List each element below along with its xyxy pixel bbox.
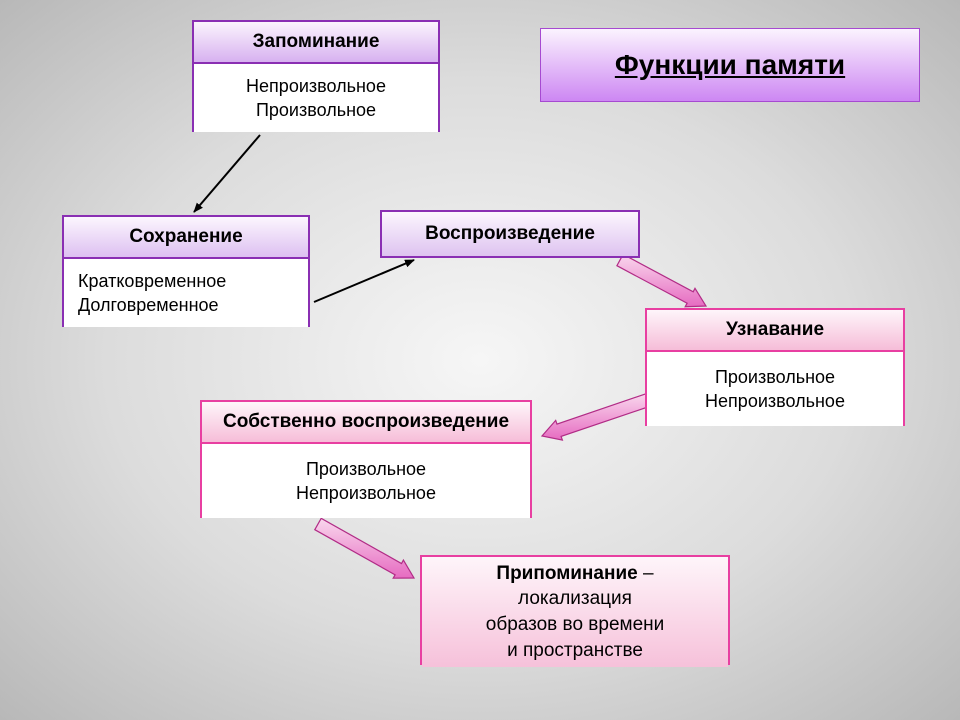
node-sobstvenno-header: Собственно воспроизведение	[202, 402, 530, 444]
node-sohranenie: СохранениеКратковременноеДолговременное	[62, 215, 310, 327]
node-pripominanie: Припоминание – локализацияобразов во вре…	[420, 555, 730, 665]
node-sohranenie-header: Сохранение	[64, 217, 308, 259]
node-uznavanie-line: Непроизвольное	[705, 389, 845, 413]
arrow-a5	[315, 518, 414, 578]
node-sobstvenno-line: Непроизвольное	[296, 481, 436, 505]
node-pripominanie-body: Припоминание – локализацияобразов во вре…	[422, 557, 728, 667]
node-uznavanie: УзнаваниеПроизвольноеНепроизвольное	[645, 308, 905, 426]
node-zapominanie-line: Непроизвольное	[246, 74, 386, 98]
node-uznavanie-body: ПроизвольноеНепроизвольное	[647, 352, 903, 426]
node-sohranenie-body: КратковременноеДолговременное	[64, 259, 308, 327]
node-uznavanie-line: Произвольное	[715, 365, 835, 389]
node-vosproizvedenie-header: Воспроизведение	[382, 212, 638, 258]
node-sohranenie-line: Долговременное	[78, 293, 219, 317]
arrow-a4	[542, 394, 650, 440]
title-text: Функции памяти	[615, 49, 845, 81]
node-zapominanie-body: НепроизвольноеПроизвольное	[194, 64, 438, 132]
arrow-a3	[617, 254, 706, 306]
node-zapominanie: ЗапоминаниеНепроизвольноеПроизвольное	[192, 20, 440, 132]
node-zapominanie-header: Запоминание	[194, 22, 438, 64]
node-sobstvenno-body: ПроизвольноеНепроизвольное	[202, 444, 530, 518]
diagram-stage: Функции памятиЗапоминаниеНепроизвольноеП…	[0, 0, 960, 720]
title-card: Функции памяти	[540, 28, 920, 102]
node-sobstvenno: Собственно воспроизведениеПроизвольноеНе…	[200, 400, 532, 518]
node-uznavanie-header: Узнавание	[647, 310, 903, 352]
node-sohranenie-line: Кратковременное	[78, 269, 226, 293]
node-sobstvenno-line: Произвольное	[306, 457, 426, 481]
arrow-a1	[194, 135, 260, 212]
node-pripominanie-richtext: Припоминание – локализацияобразов во вре…	[486, 561, 665, 664]
node-vosproizvedenie: Воспроизведение	[380, 210, 640, 258]
arrow-a2	[314, 260, 414, 302]
node-zapominanie-line: Произвольное	[256, 98, 376, 122]
